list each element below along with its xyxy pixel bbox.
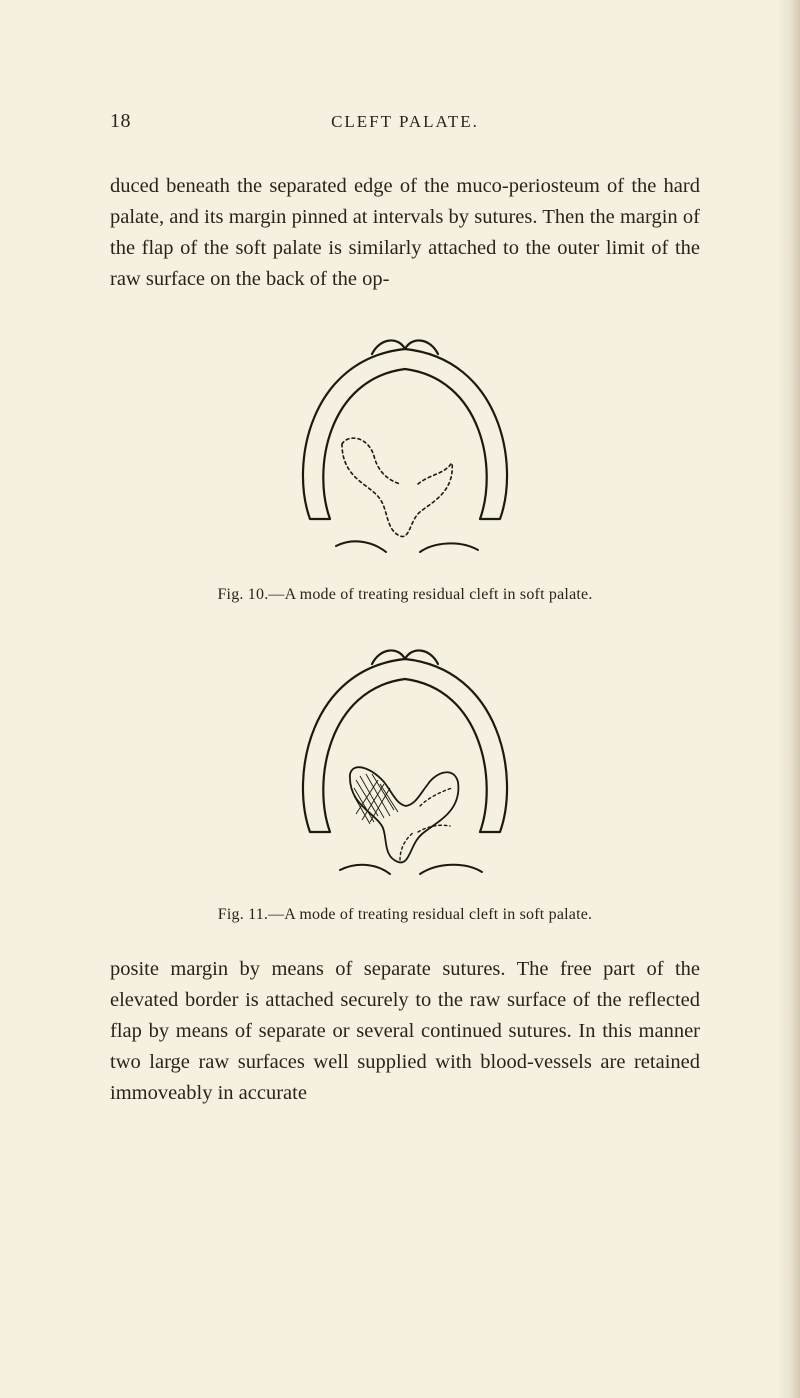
- figure-10-caption: Fig. 10.—A mode of treating residual cle…: [217, 586, 592, 604]
- body-paragraph-2: posite margin by means of separate sutur…: [110, 954, 700, 1110]
- figure-11: Fig. 11.—A mode of treating residual cle…: [110, 634, 700, 924]
- document-page: 18 CLEFT PALATE. duced beneath the separ…: [0, 0, 800, 1197]
- figure-10: Fig. 10.—A mode of treating residual cle…: [110, 324, 700, 604]
- figure-11-caption: Fig. 11.—A mode of treating residual cle…: [218, 906, 592, 924]
- body-paragraph-1: duced beneath the separated edge of the …: [110, 171, 700, 296]
- running-title: CLEFT PALATE.: [158, 112, 700, 132]
- figure-11-diagram: [270, 634, 540, 894]
- figure-10-diagram: [270, 324, 540, 574]
- page-number: 18: [110, 110, 158, 133]
- running-header: 18 CLEFT PALATE.: [110, 110, 700, 133]
